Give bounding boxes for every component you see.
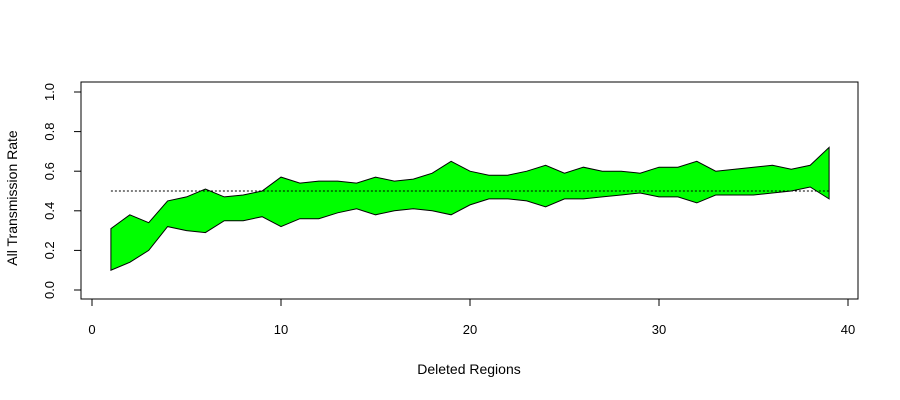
y-tick-label: 0.4 (42, 202, 57, 220)
y-tick-label: 1.0 (42, 83, 57, 101)
x-tick-label: 30 (652, 322, 666, 337)
x-tick-label: 0 (88, 322, 95, 337)
y-tick-label: 0.0 (42, 281, 57, 299)
y-tick-label: 0.2 (42, 241, 57, 259)
band-layer (110, 146, 830, 271)
x-axis-title: Deleted Regions (417, 361, 521, 377)
x-tick-label: 10 (274, 322, 288, 337)
y-axis: 0.0 0.2 0.4 0.6 0.8 1.0 (42, 83, 82, 299)
confidence-band (110, 146, 830, 271)
y-tick-label: 0.8 (42, 123, 57, 141)
x-axis: 0 10 20 30 40 (88, 298, 855, 337)
x-tick-label: 20 (463, 322, 477, 337)
x-tick-label: 40 (841, 322, 855, 337)
y-tick-label: 0.6 (42, 162, 57, 180)
y-axis-title: All Transmission Rate (4, 130, 20, 266)
